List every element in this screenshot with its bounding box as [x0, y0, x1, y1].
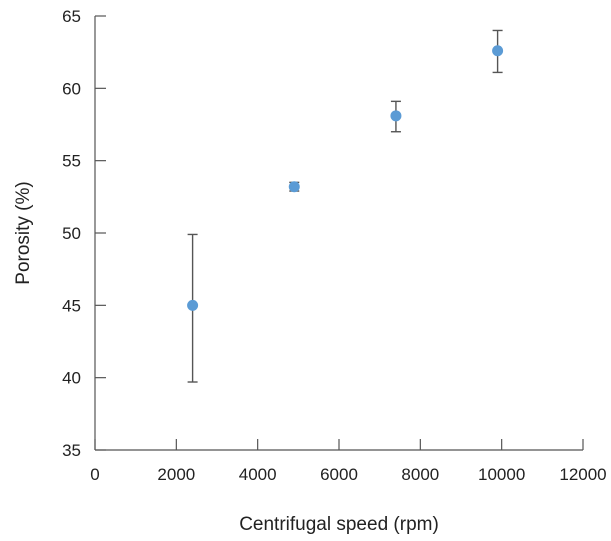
data-point [390, 110, 402, 122]
y-axis-title: Porosity (%) [13, 181, 34, 284]
x-tick-label: 8000 [401, 465, 439, 484]
x-tick-label: 2000 [157, 465, 195, 484]
x-tick-label: 0 [90, 465, 99, 484]
y-tick-label: 45 [62, 296, 81, 315]
x-tick-label: 10000 [478, 465, 525, 484]
axes: 0 2000 4000 6000 8000 10000 12000 35 40 45 50 55 60… [62, 7, 607, 484]
y-tick-label: 35 [62, 441, 81, 460]
x-tick-label: 4000 [239, 465, 277, 484]
y-ticks: 35 40 45 50 55 60 65 [62, 7, 106, 460]
x-tick-label: 12000 [559, 465, 606, 484]
x-axis-title: Centrifugal speed (rpm) [239, 514, 439, 535]
data-points [187, 45, 504, 311]
data-point [187, 299, 199, 311]
y-tick-label: 40 [62, 369, 81, 388]
y-tick-label: 65 [62, 7, 81, 26]
data-point [288, 181, 300, 193]
y-tick-label: 55 [62, 152, 81, 171]
x-ticks: 0 2000 4000 6000 8000 10000 12000 [90, 439, 607, 484]
error-bars [187, 29, 503, 383]
y-tick-label: 50 [62, 224, 81, 243]
y-tick-label: 60 [62, 79, 81, 98]
x-tick-label: 6000 [320, 465, 358, 484]
data-point [492, 45, 504, 57]
